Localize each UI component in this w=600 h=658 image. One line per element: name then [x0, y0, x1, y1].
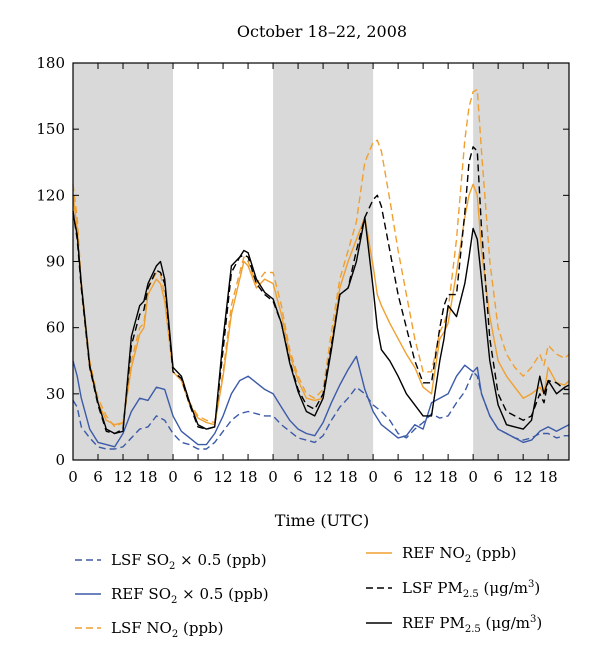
shade-band-1 — [273, 63, 374, 460]
y-tick-label-2: 60 — [46, 319, 65, 337]
x-tick-label-7: 18 — [239, 468, 258, 486]
legend: LSF SO2 × 0.5 (ppb) REF SO2 × 0.5 (ppb) LS… — [75, 544, 542, 640]
legend-label-0: LSF SO2 × 0.5 (ppb) — [111, 551, 267, 572]
x-tick-label-17: 6 — [493, 468, 503, 486]
x-tick-label-14: 12 — [414, 468, 433, 486]
chart-title: October 18–22, 2008 — [237, 22, 407, 41]
x-tick-label-16: 0 — [468, 468, 478, 486]
x-tick-label-1: 6 — [93, 468, 103, 486]
y-tick-label-3: 90 — [46, 253, 65, 271]
y-tick-label-4: 120 — [36, 186, 65, 204]
legend-label-2: LSF NO2 (ppb) — [111, 619, 224, 640]
x-tick-label-0: 0 — [68, 468, 78, 486]
y-tick-label-1: 30 — [46, 385, 65, 403]
legend-label-1: REF SO2 × 0.5 (ppb) — [111, 585, 269, 606]
x-tick-label-10: 12 — [314, 468, 333, 486]
x-tick-label-18: 12 — [514, 468, 533, 486]
x-tick-label-12: 0 — [368, 468, 378, 486]
x-tick-label-13: 6 — [393, 468, 403, 486]
legend-label-3: REF NO2 (ppb) — [402, 544, 517, 565]
x-tick-label-19: 18 — [539, 468, 558, 486]
legend-label-4: LSF PM2.5 (μg/m3) — [402, 579, 540, 600]
y-tick-label-0: 0 — [55, 451, 65, 469]
x-tick-label-3: 18 — [138, 468, 157, 486]
x-tick-label-2: 12 — [113, 468, 132, 486]
series-layer — [72, 88, 570, 450]
x-tick-label-15: 18 — [439, 468, 458, 486]
x-tick-label-4: 0 — [168, 468, 178, 486]
legend-label-5: REF PM2.5 (μg/m3) — [402, 614, 542, 635]
x-tick-label-11: 18 — [339, 468, 358, 486]
x-tick-label-6: 12 — [214, 468, 233, 486]
series-line-4 — [72, 146, 569, 435]
y-tick-label-5: 150 — [36, 120, 65, 138]
series-line-2 — [72, 88, 570, 428]
x-tick-label-5: 6 — [193, 468, 203, 486]
x-axis-label: Time (UTC) — [275, 511, 369, 530]
series-line-5 — [72, 212, 570, 435]
shade-band-2 — [473, 63, 569, 460]
x-tick-label-9: 6 — [293, 468, 303, 486]
series-line-1 — [72, 355, 570, 448]
shade-band-0 — [73, 63, 174, 460]
y-tick-label-6: 180 — [36, 54, 65, 72]
x-tick-label-8: 0 — [268, 468, 278, 486]
